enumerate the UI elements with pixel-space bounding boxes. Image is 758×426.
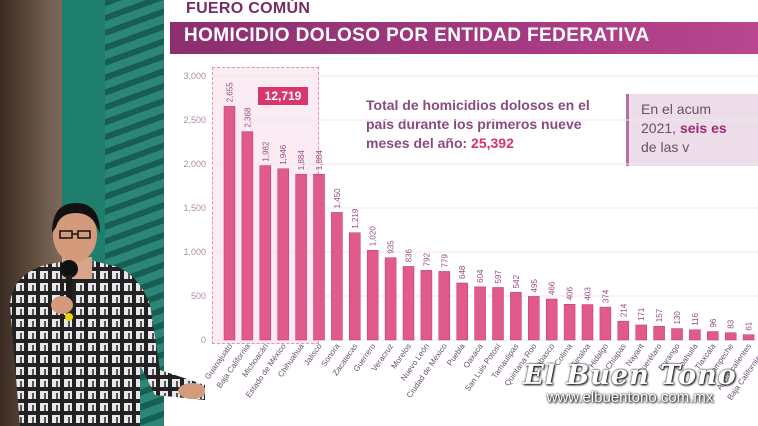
value-label: 648 <box>458 265 467 279</box>
value-label: 61 <box>745 321 754 330</box>
value-label: 171 <box>637 307 646 321</box>
highlight-total-badge: 12,719 <box>258 87 308 105</box>
value-label: 779 <box>440 254 449 268</box>
bar <box>474 286 486 341</box>
watermark-url: www.elbuentono.com.mx <box>546 389 714 406</box>
bar <box>331 212 343 341</box>
watermark: El Buen Tono www.elbuentono.com.mx <box>505 360 755 406</box>
value-label: 597 <box>494 270 503 284</box>
value-label: 792 <box>422 252 431 266</box>
value-label: 157 <box>655 308 664 322</box>
value-label: 1,946 <box>279 144 288 165</box>
y-tick-label: 1,000 <box>183 247 206 257</box>
presenter-person <box>10 203 205 426</box>
bar <box>259 165 272 341</box>
bar <box>313 173 325 341</box>
value-label: 403 <box>584 287 593 301</box>
cumulative-note-box: En el acum 2021, seis es de las v <box>626 94 758 166</box>
acum-line-2a: 2021, <box>641 120 677 136</box>
bar <box>742 334 755 341</box>
bar <box>492 287 504 341</box>
value-label: 2,368 <box>243 107 252 128</box>
value-label: 1,884 <box>297 150 306 171</box>
slide-title: HOMICIDIO DOLOSO POR ENTIDAD FEDERATIVA <box>184 25 650 46</box>
value-label: 604 <box>476 269 485 283</box>
bar <box>438 271 451 341</box>
value-label: 96 <box>709 318 718 327</box>
acum-line-1: En el acum <box>641 101 712 117</box>
value-label: 495 <box>530 279 539 293</box>
bar <box>295 173 307 341</box>
y-tick-label: 0 <box>201 335 206 345</box>
value-label: 1,450 <box>333 188 342 209</box>
watermark-brand: El Buen Tono <box>523 360 737 391</box>
value-label: 2,655 <box>226 82 235 103</box>
total-value: 25,392 <box>471 135 514 151</box>
value-label: 374 <box>601 289 610 303</box>
bar <box>671 328 683 341</box>
bar <box>689 329 701 341</box>
slide-header: FUERO COMÚN HOMICIDIO DOLOSO POR ENTIDAD… <box>164 0 758 56</box>
bar <box>277 168 289 341</box>
value-label: 542 <box>512 274 521 288</box>
bar <box>384 257 397 341</box>
value-label: 406 <box>566 286 575 300</box>
y-tick-label: 500 <box>191 291 206 301</box>
bar <box>563 304 576 341</box>
bar <box>420 270 433 341</box>
bar <box>653 325 665 341</box>
bar <box>635 324 647 341</box>
bar <box>528 296 540 341</box>
y-tick-label: 3,000 <box>183 71 206 81</box>
value-label: 130 <box>673 311 682 325</box>
value-label: 1,219 <box>351 208 360 229</box>
value-label: 836 <box>405 249 414 263</box>
acum-line-3: de las v <box>641 139 690 155</box>
bar <box>223 106 236 341</box>
bar <box>545 298 558 341</box>
value-label: 116 <box>691 312 700 325</box>
y-tick-label: 2,500 <box>183 115 206 125</box>
bar <box>456 282 468 341</box>
value-label: 1,020 <box>369 226 378 247</box>
homicide-bar-chart: 05001,0001,5002,0002,5003,0002,655Guanaj… <box>183 71 758 402</box>
value-label: 83 <box>727 319 736 328</box>
bar <box>707 331 719 341</box>
bar <box>581 304 594 341</box>
y-tick-label: 1,500 <box>183 203 206 213</box>
value-label: 214 <box>619 303 628 317</box>
bar <box>241 131 254 341</box>
bar <box>366 249 379 341</box>
value-label: 935 <box>387 240 396 254</box>
slide-subtitle: FUERO COMÚN <box>186 0 311 17</box>
value-label: 1,884 <box>315 150 324 171</box>
bar <box>617 320 630 341</box>
bar <box>402 266 415 341</box>
value-label: 1,982 <box>261 141 270 162</box>
bar <box>724 332 737 341</box>
bar <box>349 232 361 341</box>
bar <box>510 292 522 341</box>
cumulative-note-text: En el acum 2021, seis es de las v <box>641 100 758 157</box>
bar <box>599 306 612 341</box>
value-label: 466 <box>548 281 557 295</box>
y-tick-label: 2,000 <box>183 159 206 169</box>
acum-line-2b: seis es <box>679 120 727 136</box>
title-band: HOMICIDIO DOLOSO POR ENTIDAD FEDERATIVA <box>170 22 758 54</box>
